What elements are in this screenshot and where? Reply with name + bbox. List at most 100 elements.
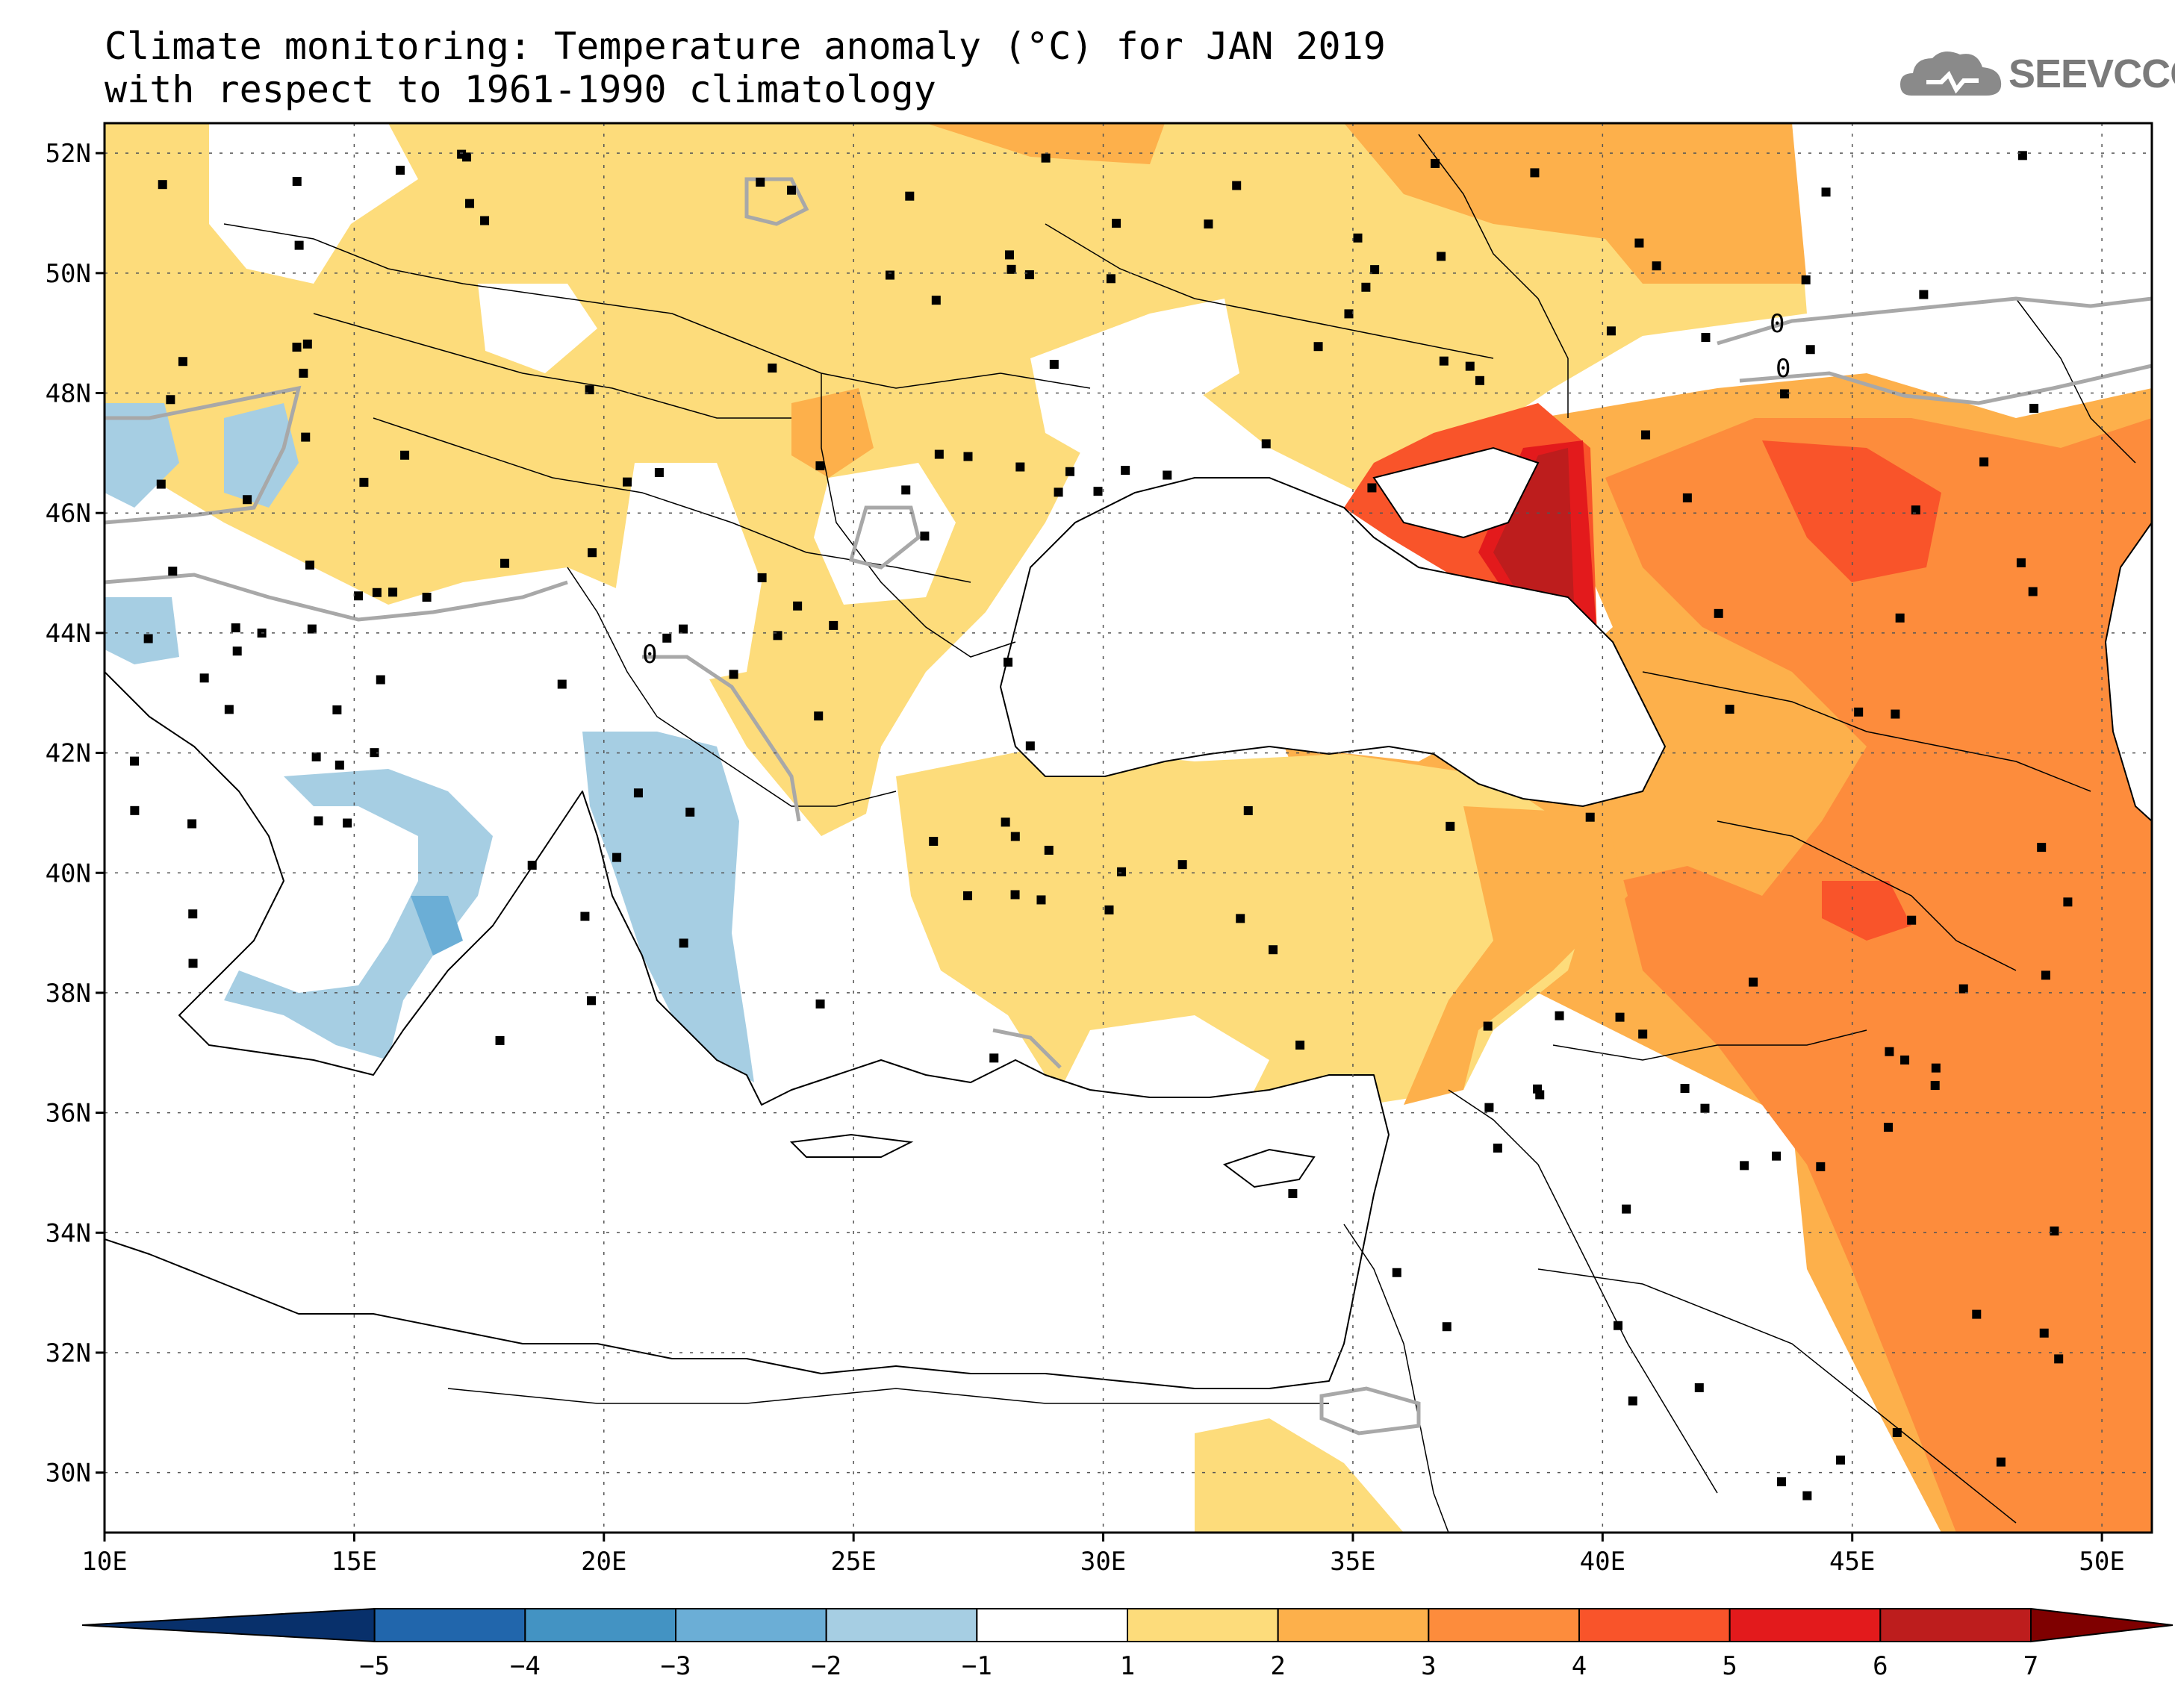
sea-of-azov xyxy=(1372,446,1540,539)
anomaly-zone-white-balkans xyxy=(612,463,762,687)
station-marker xyxy=(231,623,240,633)
station-marker xyxy=(188,909,198,919)
station-marker xyxy=(1475,375,1484,385)
station-marker xyxy=(1269,945,1278,955)
station-marker xyxy=(920,532,930,541)
station-marker xyxy=(187,819,197,829)
lat-tick-label: 44N xyxy=(46,619,91,649)
colorbar-label: 7 xyxy=(2023,1651,2038,1681)
station-marker xyxy=(1555,1011,1564,1020)
anomaly-zone-north-orange xyxy=(1344,123,1807,284)
station-marker xyxy=(1780,389,1790,399)
station-marker xyxy=(335,760,344,770)
colorbar-swatch xyxy=(1277,1608,1430,1642)
station-marker xyxy=(1895,613,1905,623)
station-marker xyxy=(929,837,939,847)
station-marker xyxy=(2063,897,2073,907)
anomaly-zone-italy-deep-blue xyxy=(411,896,463,956)
station-marker xyxy=(1004,657,1013,667)
station-marker xyxy=(1749,977,1758,987)
station-marker xyxy=(1465,361,1475,371)
station-marker xyxy=(343,818,352,828)
station-marker xyxy=(359,478,369,487)
station-marker xyxy=(2039,1328,2049,1338)
station-marker xyxy=(2054,1354,2064,1364)
black-sea xyxy=(999,477,1667,808)
station-marker xyxy=(963,452,973,461)
contour-label: 0 xyxy=(1776,354,1790,384)
station-marker xyxy=(1054,487,1063,497)
station-marker xyxy=(1614,1321,1623,1330)
station-marker xyxy=(901,485,911,495)
station-marker xyxy=(815,461,825,471)
station-marker xyxy=(461,152,471,162)
station-marker xyxy=(243,495,252,505)
station-marker xyxy=(1295,1040,1305,1050)
station-marker xyxy=(199,673,209,683)
station-marker xyxy=(1805,345,1815,355)
colorbar-label: 1 xyxy=(1120,1651,1135,1681)
station-marker xyxy=(422,593,432,602)
station-marker xyxy=(1884,1123,1894,1132)
anomaly-zone-east-dark-orange xyxy=(1605,418,2152,1533)
anomaly-zone-turkey-orange xyxy=(1404,806,1628,1105)
anomaly-zone-white-romania xyxy=(814,463,956,605)
station-marker xyxy=(1652,261,1661,271)
station-marker xyxy=(1288,1188,1298,1198)
station-marker xyxy=(587,996,597,1006)
station-marker xyxy=(654,467,664,477)
colorbar-right-arrow xyxy=(2030,1607,2174,1643)
station-marker xyxy=(1093,487,1103,496)
station-marker xyxy=(1885,1047,1894,1056)
station-marker xyxy=(299,368,308,378)
latitude-ticks: 52N 50N 48N 46N 44N 42N 40N 38N 36N 34N 32N 30N xyxy=(46,139,105,1489)
islands xyxy=(789,1133,1316,1188)
station-marker xyxy=(1714,608,1723,618)
station-marker xyxy=(1493,1143,1502,1153)
station-marker xyxy=(370,748,379,758)
mediterranean-sea xyxy=(105,671,1390,1389)
station-marker xyxy=(500,558,510,568)
anomaly-zone-italy-blue xyxy=(224,769,493,1060)
station-marker xyxy=(1261,439,1271,449)
station-marker xyxy=(1367,483,1377,493)
station-marker xyxy=(1232,181,1242,190)
station-marker xyxy=(685,807,695,817)
colorbar-label: 5 xyxy=(1722,1651,1737,1681)
lat-tick-label: 50N xyxy=(46,259,91,289)
station-marker xyxy=(400,450,410,460)
station-marker xyxy=(829,620,838,630)
station-marker xyxy=(815,999,825,1009)
anomaly-zone-sinai-yellow xyxy=(1195,1418,1404,1533)
station-marker xyxy=(1533,1084,1543,1094)
colorbar-swatch xyxy=(1127,1608,1279,1642)
station-marker xyxy=(1236,914,1245,923)
station-marker xyxy=(1816,1162,1826,1171)
colorbar-label: 6 xyxy=(1873,1651,1888,1681)
station-marker xyxy=(2041,970,2050,980)
lat-tick-label: 48N xyxy=(46,379,91,409)
station-marker xyxy=(1911,505,1920,515)
station-marker xyxy=(1177,860,1187,870)
station-marker xyxy=(188,959,198,968)
lon-tick-label: 15E xyxy=(332,1547,377,1577)
station-marker xyxy=(301,432,311,442)
station-marker xyxy=(1015,462,1025,472)
colorbar-swatch xyxy=(976,1608,1129,1642)
station-marker xyxy=(773,631,782,640)
lat-tick-label: 42N xyxy=(46,739,91,769)
anomaly-zone-white-central xyxy=(478,284,597,373)
station-marker xyxy=(1821,187,1831,197)
station-marker xyxy=(814,711,824,721)
anomaly-zone-kuban-dark-red xyxy=(1493,448,1575,642)
anomaly-zone-north-pl-orange xyxy=(926,123,1165,164)
anomaly-zone-romania-orange xyxy=(791,388,874,478)
station-marker xyxy=(1344,309,1354,319)
station-marker xyxy=(1001,817,1010,827)
station-marker xyxy=(224,705,234,714)
graticule xyxy=(105,123,2152,1533)
station-marker xyxy=(1439,356,1449,366)
station-marker xyxy=(1442,1322,1451,1332)
station-marker xyxy=(1930,1081,1940,1091)
lat-tick-label: 36N xyxy=(46,1099,91,1129)
